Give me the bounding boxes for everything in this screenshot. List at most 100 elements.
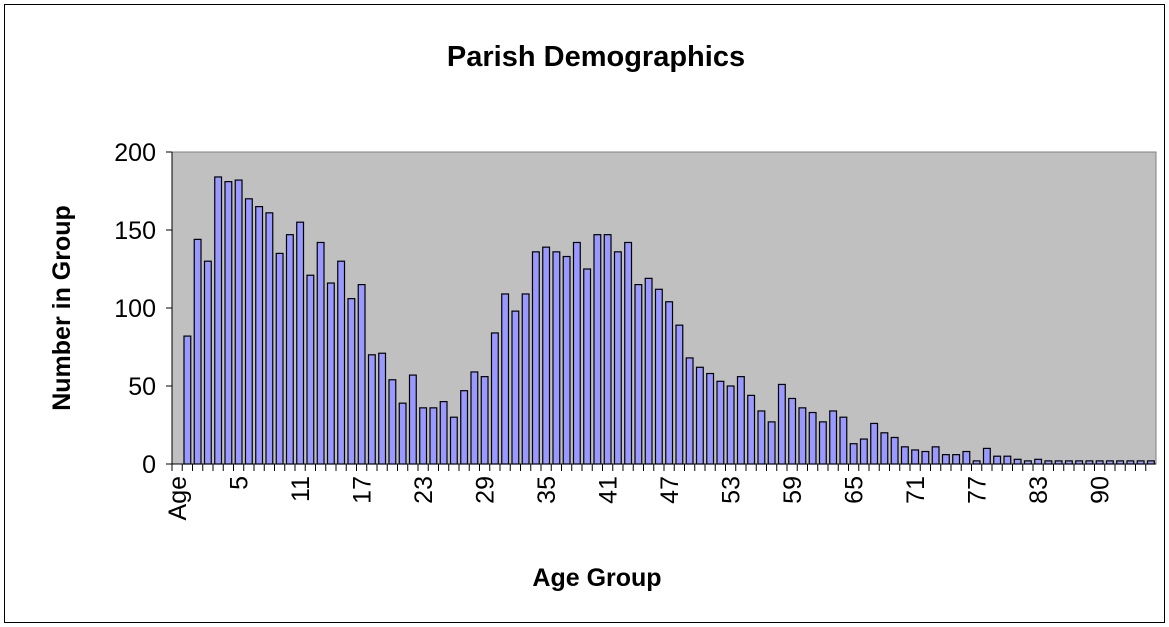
- x-tick-label: 53: [718, 476, 746, 504]
- bar: [449, 416, 458, 465]
- x-tick-label: 77: [964, 476, 992, 504]
- bar: [624, 241, 633, 465]
- bar: [757, 410, 766, 465]
- x-tick-label: 47: [656, 476, 684, 504]
- bar: [296, 221, 305, 465]
- bar: [644, 277, 653, 465]
- bar: [870, 422, 879, 465]
- x-tick-label: 59: [779, 476, 807, 504]
- x-tick-label: 17: [349, 476, 377, 504]
- plot-area: [171, 151, 1157, 465]
- bar: [593, 234, 602, 465]
- bar: [408, 374, 417, 465]
- bar: [829, 410, 838, 465]
- bar: [736, 376, 745, 465]
- bar: [603, 234, 612, 465]
- bar: [357, 284, 366, 465]
- bar: [716, 380, 725, 465]
- bar: [931, 446, 940, 465]
- bar: [706, 372, 715, 465]
- y-tick-label: 150: [114, 217, 156, 245]
- bar: [695, 366, 704, 465]
- bar: [490, 332, 499, 465]
- bar: [367, 354, 376, 465]
- y-axis-title: Number in Group: [48, 205, 76, 411]
- y-tick-label: 100: [114, 295, 156, 323]
- bar: [788, 397, 797, 465]
- bar: [460, 390, 469, 465]
- bar: [439, 401, 448, 465]
- chart-title: Parish Demographics: [447, 41, 745, 73]
- bar: [265, 212, 274, 465]
- x-tick-label: 11: [287, 476, 315, 502]
- y-tick-label: 200: [114, 139, 156, 167]
- bar: [214, 176, 223, 465]
- bar: [306, 274, 315, 465]
- bar: [183, 335, 192, 465]
- bar: [818, 421, 827, 465]
- bar: [203, 260, 212, 465]
- x-tick-label: 29: [472, 476, 500, 504]
- bar: [952, 454, 961, 465]
- bar: [982, 447, 991, 465]
- bar: [1034, 458, 1043, 465]
- bar: [398, 402, 407, 465]
- bar: [470, 371, 479, 465]
- bar: [900, 446, 909, 465]
- bar: [388, 379, 397, 465]
- bar: [839, 416, 848, 465]
- bar: [572, 241, 581, 465]
- bar: [193, 238, 202, 465]
- bar: [378, 352, 387, 465]
- x-tick-label: 83: [1025, 476, 1053, 504]
- bar: [511, 310, 520, 465]
- bar: [419, 407, 428, 465]
- bar: [244, 198, 253, 465]
- bar: [777, 383, 786, 465]
- bar: [880, 432, 889, 465]
- bar: [665, 301, 674, 465]
- bar: [859, 438, 868, 465]
- bar: [921, 450, 930, 465]
- bar: [326, 282, 335, 465]
- bar: [675, 324, 684, 465]
- bar: [429, 407, 438, 465]
- bar: [562, 255, 571, 465]
- x-tick-label: 71: [902, 476, 930, 504]
- bar: [685, 357, 694, 465]
- bar: [911, 449, 920, 465]
- x-tick-label: 35: [533, 476, 561, 504]
- bar: [501, 293, 510, 465]
- y-axis-title-clip: Number in Group: [48, 205, 76, 411]
- bar: [316, 241, 325, 465]
- x-tick-label: 90: [1087, 476, 1115, 504]
- x-axis-title: Age Group: [532, 564, 661, 592]
- bar: [521, 293, 530, 465]
- bar: [337, 260, 346, 465]
- bar: [613, 251, 622, 465]
- bar: [808, 411, 817, 465]
- bar: [1013, 458, 1022, 465]
- bar: [234, 179, 243, 465]
- bar: [1003, 455, 1012, 465]
- y-tick-label: 0: [142, 451, 156, 479]
- bar: [654, 288, 663, 465]
- bar: [993, 455, 1002, 465]
- bar: [849, 443, 858, 465]
- y-tick-label: 50: [128, 373, 156, 401]
- x-tick-label: 5: [226, 476, 254, 490]
- bar: [941, 454, 950, 465]
- bar: [962, 450, 971, 465]
- bar: [726, 385, 735, 465]
- x-tick-label: 23: [410, 476, 438, 504]
- x-tick-label: 41: [595, 476, 623, 504]
- bar: [634, 284, 643, 465]
- bar: [552, 251, 561, 465]
- bar: [285, 234, 294, 465]
- x-tick-label: 65: [841, 476, 869, 504]
- bar: [542, 246, 551, 465]
- bar: [890, 436, 899, 465]
- bar: [275, 252, 284, 465]
- bar: [583, 268, 592, 465]
